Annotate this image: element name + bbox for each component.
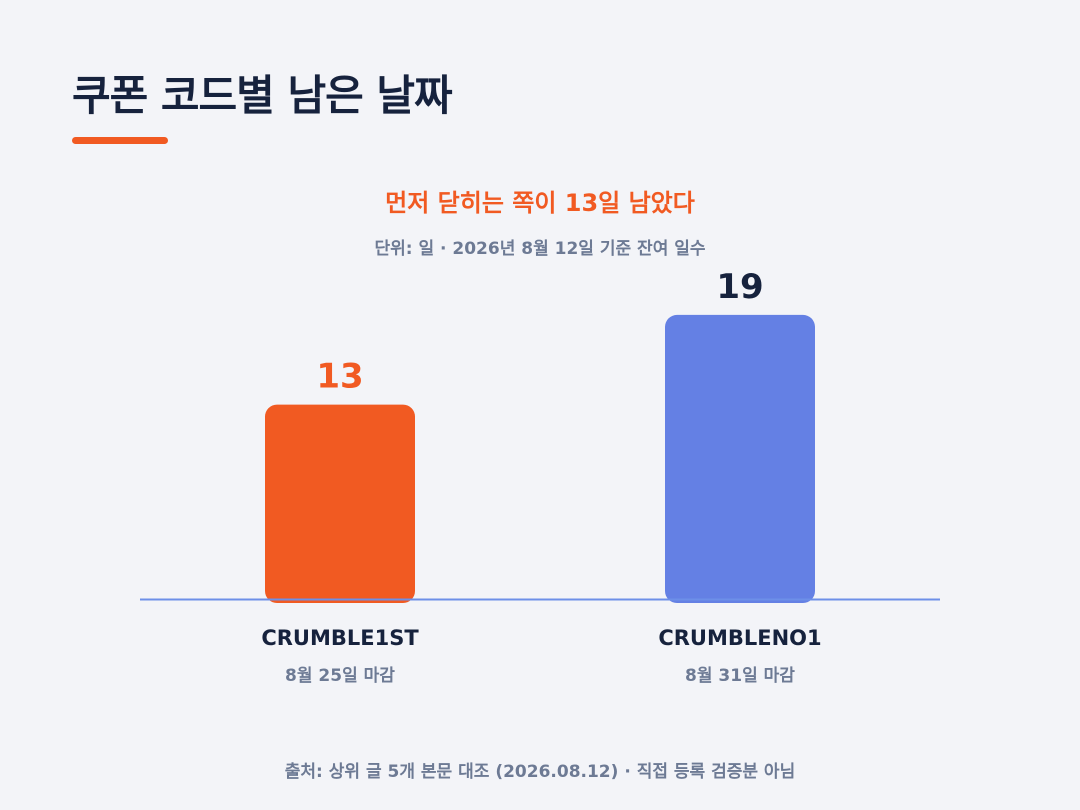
bar-crumble1st: [265, 404, 415, 603]
data-label: 19: [716, 267, 763, 307]
source-note: 출처: 상위 글 5개 본문 대조 (2026.08.12) · 직접 등록 검…: [284, 762, 796, 782]
title-underline: [72, 137, 168, 144]
chart-subtitle: 먼저 닫히는 쪽이 13일 남았다: [385, 189, 695, 217]
category-label: CRUMBLENO1: [658, 626, 821, 650]
category-label: CRUMBLE1ST: [261, 626, 419, 650]
data-label: 13: [316, 357, 363, 397]
category-sublabel: 8월 31일 마감: [685, 666, 795, 686]
chart-unit-note: 단위: 일 · 2026년 8월 12일 기준 잔여 일수: [374, 239, 706, 259]
page-title: 쿠폰 코드별 남은 날짜: [72, 71, 453, 120]
category-sublabel: 8월 25일 마감: [285, 666, 395, 686]
bar-crumbleno1: [665, 314, 815, 603]
